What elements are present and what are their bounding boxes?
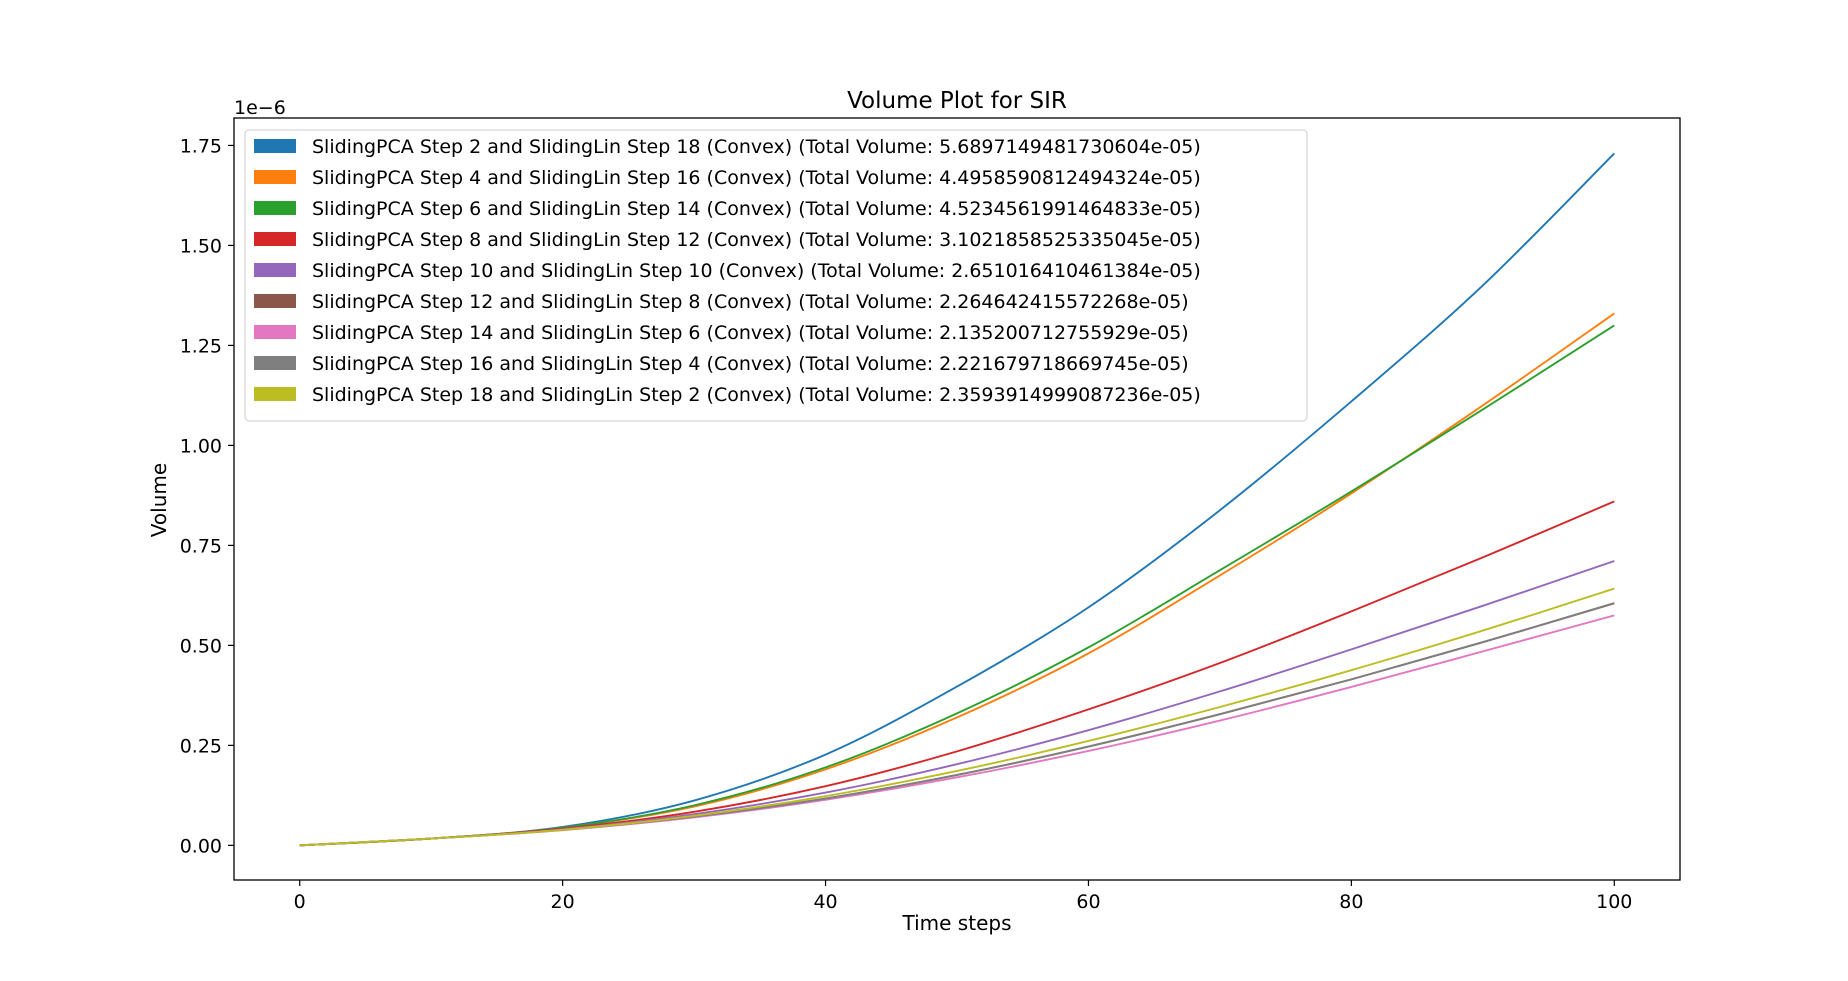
y-tick-label: 0.00 xyxy=(180,835,222,857)
series-layer xyxy=(299,152,1615,847)
plot-frame xyxy=(233,117,1681,881)
y-axis: 0.00 0.25 0.50 0.75 1.00 1.25 1.50 1.75 xyxy=(180,135,234,857)
legend-swatch-4 xyxy=(254,232,296,246)
legend-swatch-5 xyxy=(254,263,296,277)
legend-swatch-1 xyxy=(254,139,296,153)
legend-label-5: SlidingPCA Step 10 and SlidingLin Step 1… xyxy=(312,260,1201,282)
y-tick-label: 0.50 xyxy=(180,635,222,657)
y-tick-label: 1.50 xyxy=(180,235,222,257)
legend-label-3: SlidingPCA Step 6 and SlidingLin Step 14… xyxy=(312,198,1201,220)
chart-title: Volume Plot for SIR xyxy=(847,88,1067,114)
legend-box xyxy=(244,129,1308,422)
series-line-9 xyxy=(299,587,1615,847)
x-tick-label: 60 xyxy=(1076,891,1100,913)
legend-swatch-6 xyxy=(254,294,296,308)
y-tick-label: 1.00 xyxy=(180,435,222,457)
legend-label-7: SlidingPCA Step 14 and SlidingLin Step 6… xyxy=(312,322,1189,344)
x-tick-label: 0 xyxy=(294,891,306,913)
legend-label-4: SlidingPCA Step 8 and SlidingLin Step 12… xyxy=(312,229,1201,251)
legend-swatch-2 xyxy=(254,170,296,184)
legend-label-6: SlidingPCA Step 12 and SlidingLin Step 8… xyxy=(312,291,1189,313)
x-axis-label: Time steps xyxy=(902,911,1012,935)
legend-swatch-7 xyxy=(254,325,296,339)
legend: SlidingPCA Step 2 and SlidingLin Step 18… xyxy=(244,129,1308,422)
legend-label-1: SlidingPCA Step 2 and SlidingLin Step 18… xyxy=(312,136,1201,158)
legend-swatch-3 xyxy=(254,201,296,215)
y-scale-label: 1e−6 xyxy=(234,97,286,119)
x-tick-label: 40 xyxy=(813,891,837,913)
x-tick-label: 100 xyxy=(1596,891,1632,913)
legend-swatch-9 xyxy=(254,387,296,401)
x-axis: 0 20 40 60 80 100 xyxy=(294,880,1632,913)
x-tick-label: 20 xyxy=(551,891,575,913)
y-tick-label: 1.75 xyxy=(180,135,222,157)
y-tick-label: 0.75 xyxy=(180,535,222,557)
legend-label-8: SlidingPCA Step 16 and SlidingLin Step 4… xyxy=(312,353,1189,375)
y-axis-label: Volume xyxy=(147,463,171,537)
y-tick-label: 0.25 xyxy=(180,735,222,757)
legend-swatch-8 xyxy=(254,356,296,370)
legend-label-9: SlidingPCA Step 18 and SlidingLin Step 2… xyxy=(312,384,1201,406)
legend-label-2: SlidingPCA Step 4 and SlidingLin Step 16… xyxy=(312,167,1201,189)
x-tick-label: 80 xyxy=(1339,891,1363,913)
y-tick-label: 1.25 xyxy=(180,335,222,357)
